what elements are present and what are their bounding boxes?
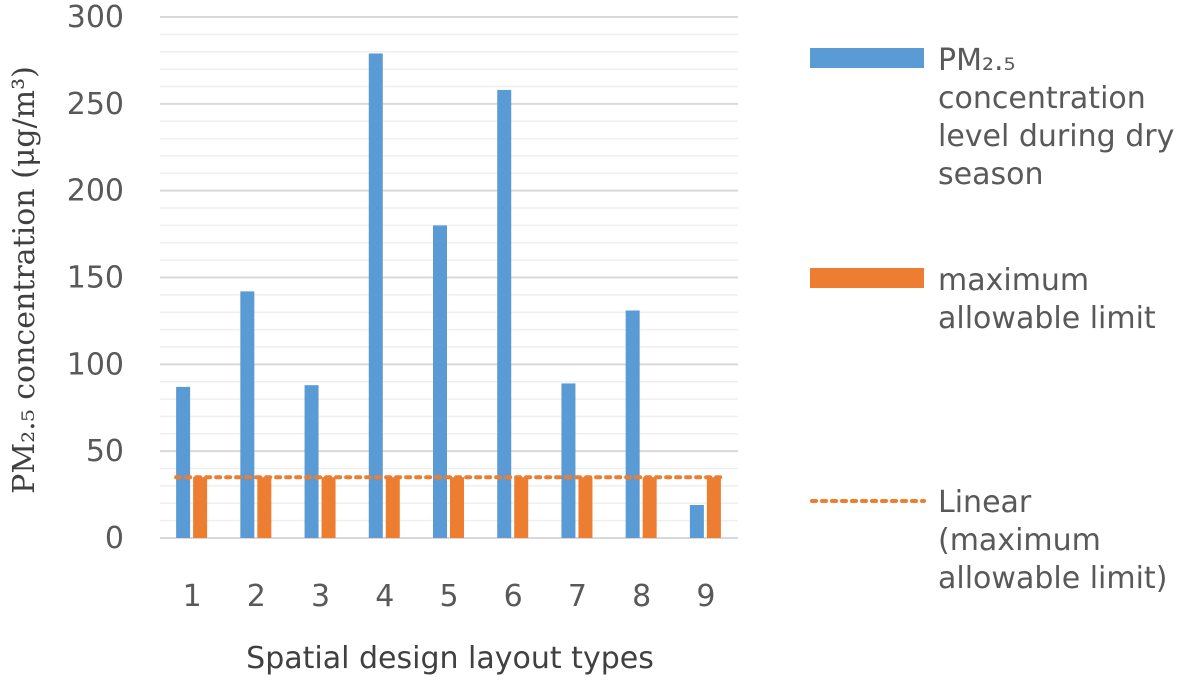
x-tick-label: 8 <box>632 579 651 614</box>
x-tick-label: 5 <box>439 579 458 614</box>
legend-label-dry-season: PM₂.₅ concentration level during dry sea… <box>938 43 1175 192</box>
y-tick-label: 250 <box>67 87 124 122</box>
bar-dry-season <box>497 89 512 538</box>
legend-swatch-linear <box>810 499 926 503</box>
legend-swatch-dry-season <box>810 48 924 68</box>
legend-item-linear: Linear (maximum allowable limit) <box>808 484 1193 598</box>
bar-limit <box>385 477 400 538</box>
x-axis-title: Spatial design layout types <box>246 641 654 676</box>
y-tick-label: 50 <box>86 434 124 469</box>
y-tick-label: 100 <box>67 347 124 382</box>
y-tick-label: 0 <box>105 521 124 556</box>
bar-dry-season <box>625 310 640 538</box>
bar-dry-season <box>240 291 255 538</box>
bars <box>176 53 721 538</box>
bar-dry-season <box>689 505 704 538</box>
y-axis-title: PM₂.₅ concentration (μg/m³) <box>7 66 42 494</box>
bar-limit <box>450 477 464 538</box>
x-tick-label: 1 <box>183 579 202 614</box>
x-tick-label: 4 <box>375 579 394 614</box>
bar-dry-season <box>433 225 447 538</box>
bar-limit <box>193 477 208 538</box>
bar-limit <box>514 477 529 538</box>
legend-label-limit: maximum allowable limit <box>938 263 1156 336</box>
x-tick-labels: 1 2 3 4 5 6 7 8 9 <box>183 579 716 614</box>
bar-dry-season <box>304 385 319 538</box>
y-tick-label: 200 <box>67 174 124 209</box>
legend-item-limit: maximum allowable limit <box>808 262 1193 338</box>
y-tick-label: 300 <box>67 0 124 35</box>
legend-item-dry-season: PM₂.₅ concentration level during dry sea… <box>808 42 1193 194</box>
gridlines <box>160 16 738 539</box>
x-tick-label: 6 <box>504 579 523 614</box>
legend-swatch-limit <box>810 268 924 288</box>
bar-dry-season <box>561 383 576 538</box>
x-tick-label: 7 <box>568 579 587 614</box>
bar-limit <box>578 477 593 538</box>
bar-limit <box>706 477 721 538</box>
bar-limit <box>321 477 336 538</box>
y-tick-label: 150 <box>67 261 124 296</box>
x-tick-label: 9 <box>696 579 715 614</box>
bar-limit <box>257 477 272 538</box>
legend-label-linear: Linear (maximum allowable limit) <box>938 485 1168 596</box>
bar-dry-season <box>368 53 383 538</box>
y-tick-labels: 0 50 100 150 200 250 300 <box>67 0 124 556</box>
x-tick-label: 2 <box>247 579 266 614</box>
bar-dry-season <box>176 386 191 538</box>
bar-limit <box>642 477 657 538</box>
x-tick-label: 3 <box>311 579 330 614</box>
legend: PM₂.₅ concentration level during dry sea… <box>808 0 1200 683</box>
